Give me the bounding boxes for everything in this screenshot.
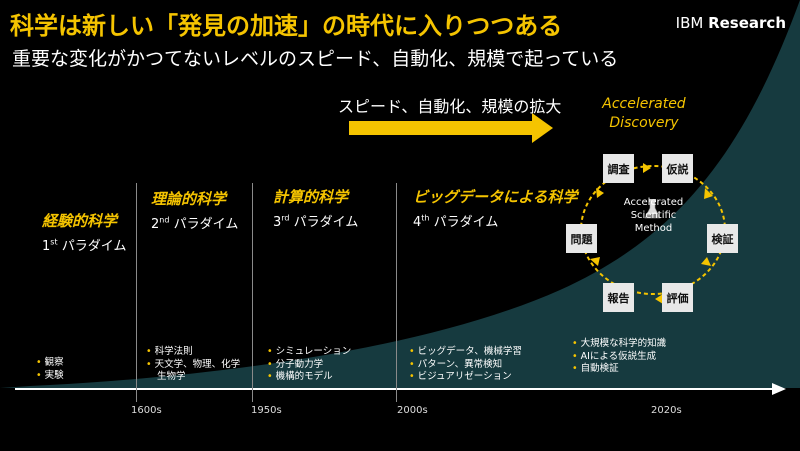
growth-curve [0,0,800,388]
paradigm-suffix: st [50,237,58,247]
timeline-arrowhead [772,383,786,395]
list-item: • シミュレーション [267,346,352,357]
list-item: • 天文学、物理、化学 [146,358,241,370]
page-title: 科学は新しい「発見の加速」の時代に入りつつある [10,12,563,40]
list-item: • 観察 [36,357,64,368]
list-item-continuation: 生物学 [157,371,186,382]
step-problem: 問題 [566,224,597,253]
list-item: • 自動検証 [572,363,619,374]
step-verify: 検証 [707,224,738,253]
paradigm-name: 2nd パラダイム [151,213,238,232]
list-item: • 科学法則 [146,346,193,357]
paradigm-label: パラダイム [173,217,239,232]
step-investigate: 調査 [603,154,634,183]
ad-line2: Discovery [609,115,679,131]
arrow-label: スピード、自動化、規模の拡大 [338,97,562,116]
list-item: • パターン、異常検知 [409,358,503,370]
paradigm-4: ビッグデータによる科学 4th パラダイム [413,186,578,230]
step-evaluate: 評価 [662,283,693,312]
paradigm-title: 理論的科学 [151,190,227,208]
paradigm-ordinal: 1 [42,239,51,254]
paradigm-3: 計算的科学 3rd パラダイム [273,186,358,230]
paradigm-ordinal: 3 [273,215,282,230]
paradigm-label: パラダイム [433,215,499,230]
page-subtitle: 重要な変化がかつてないレベルのスピード、自動化、規模で起っている [12,48,619,70]
brand-bold: Research [708,14,786,32]
step-hypothesis: 仮説 [662,154,693,183]
divider-1600s [136,183,137,402]
center-line2: Scientific [630,210,677,221]
divider-1950s [252,183,253,402]
method-cycle-arrows [590,163,713,304]
tick-label: 1600s [131,405,162,416]
paradigm-title: ビッグデータによる科学 [413,188,578,206]
progress-arrow-head [532,113,553,143]
paradigm-1: 経験的科学 1st パラダイム [42,210,126,254]
flask-icon [644,199,661,219]
list-item: • 大規模な科学的知識 [572,338,667,349]
paradigm-name: 4th パラダイム [413,211,578,230]
paradigm-label: パラダイム [61,239,127,254]
brand-prefix: IBM [675,14,704,32]
list-item: • 機構的モデル [267,371,333,382]
paradigm-name: 1st パラダイム [42,235,126,254]
paradigm-suffix: th [421,213,430,223]
list-item: • AIによる仮説生成 [572,350,657,362]
paradigm-ordinal: 4 [413,215,422,230]
center-line1: Accelerated [623,197,684,208]
future-bullets: • 大規模な科学的知識 • AIによる仮説生成 • 自動検証 [572,338,666,376]
tick-label: 2020s [651,405,682,416]
accelerated-discovery-label: Accelerated Discovery [585,95,703,133]
ad-line1: Accelerated [602,96,686,112]
center-line3: Method [634,223,673,234]
tick-label: 2000s [397,405,428,416]
step-report: 報告 [603,283,634,312]
list-item: • 分子動力学 [267,358,324,370]
list-item: • ビジュアリゼーション [409,371,512,382]
paradigm-2: 理論的科学 2nd パラダイム [151,188,238,232]
paradigm-4-bullets: • ビッグデータ、機械学習 • パターン、異常検知 • ビジュアリゼーション [409,346,522,384]
paradigm-title: 計算的科学 [273,188,349,206]
list-item: • 実験 [36,369,64,381]
paradigm-1-bullets: • 観察 • 実験 [36,357,64,382]
paradigm-2-bullets: • 科学法則 • 天文学、物理、化学 生物学 [146,346,240,384]
list-item: • ビッグデータ、機械学習 [409,346,522,357]
paradigm-suffix: nd [159,215,170,225]
paradigm-name: 3rd パラダイム [273,211,358,230]
divider-2000s [396,183,397,402]
paradigm-3-bullets: • シミュレーション • 分子動力学 • 機構的モデル [267,346,351,384]
ibm-research-logo: IBM Research [676,14,786,32]
paradigm-suffix: rd [281,213,290,223]
paradigm-label: パラダイム [293,215,359,230]
paradigm-title: 経験的科学 [42,212,118,230]
progress-arrow-shaft [349,121,532,135]
method-cycle-center-label: Accelerated Scientific Method [616,196,691,235]
paradigm-ordinal: 2 [151,217,160,232]
tick-label: 1950s [251,405,282,416]
